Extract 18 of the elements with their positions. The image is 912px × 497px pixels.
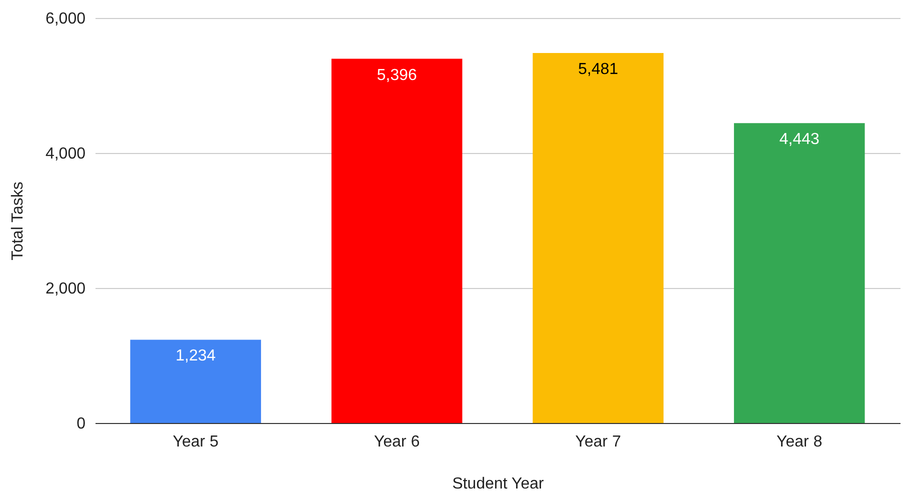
bar	[532, 53, 664, 423]
data-label: 1,234	[176, 348, 216, 365]
bar	[331, 58, 462, 423]
x-tick-label: Year 5	[172, 434, 219, 450]
x-tick-label: Year 6	[374, 434, 420, 450]
data-label: 5,481	[578, 61, 618, 78]
x-axis-title: Student Year	[452, 476, 544, 492]
y-tick-label: 0	[76, 416, 86, 432]
x-tick-label: Year 8	[776, 434, 822, 450]
y-tick-label: 2,000	[45, 280, 86, 298]
y-axis-title: Total Tasks	[9, 182, 26, 260]
bar	[734, 123, 865, 423]
data-label: 4,443	[779, 131, 820, 148]
x-tick-label: Year 7	[575, 434, 622, 450]
y-tick-label: 4,000	[45, 146, 86, 162]
bar	[130, 340, 262, 423]
y-tick-label: 6,000	[45, 10, 86, 28]
data-label: 5,396	[376, 66, 417, 84]
